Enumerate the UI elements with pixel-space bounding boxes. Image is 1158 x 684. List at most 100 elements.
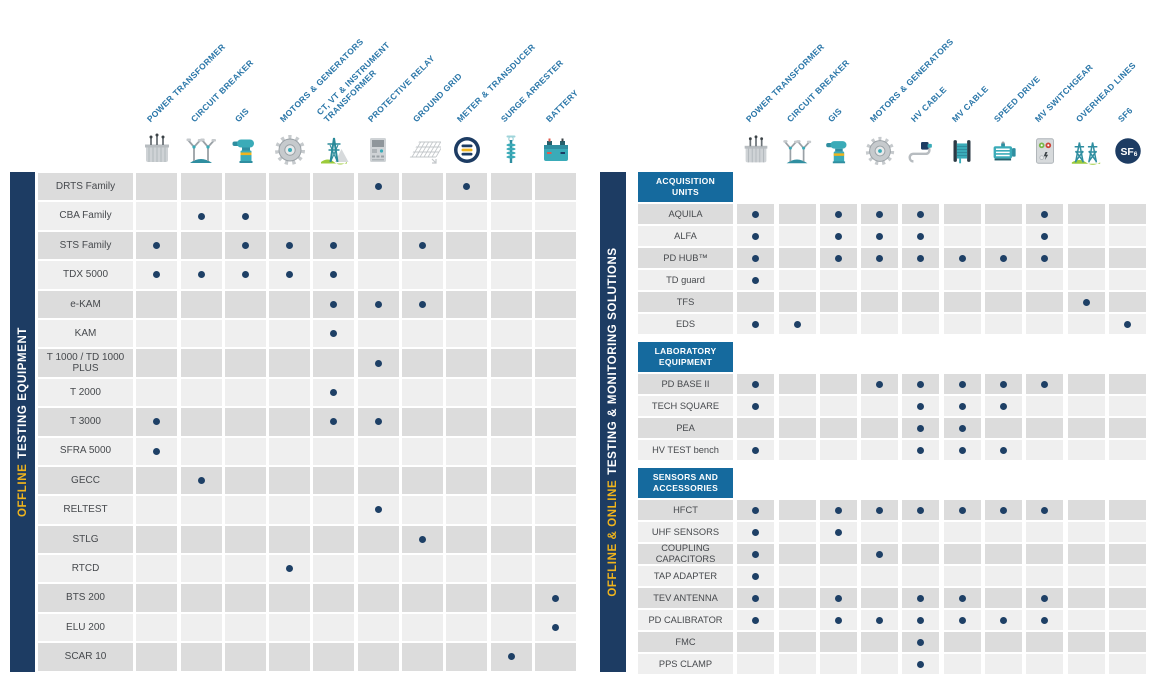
banner-highlight: OFFLINE [16, 463, 29, 517]
compatibility-dot [153, 241, 161, 249]
matrix-cell [313, 613, 355, 642]
matrix-cell [224, 408, 266, 436]
matrix-cell [819, 292, 857, 312]
matrix-cell [985, 440, 1023, 460]
matrix-cell [861, 588, 899, 608]
matrix-cell [534, 555, 576, 583]
section-0: ACQUISITION UNITS AQUILA ALFA PD HUB™ TD gua… [638, 172, 1146, 334]
matrix-cell [1108, 396, 1146, 416]
compatibility-dot [1123, 320, 1131, 328]
matrix-cell [819, 396, 857, 416]
matrix-cell [402, 555, 444, 583]
matrix-cell [737, 654, 775, 674]
matrix-cell [861, 566, 899, 586]
matrix-cell [402, 349, 444, 377]
matrix-cell [902, 522, 940, 542]
matrix-cell [1108, 522, 1146, 542]
matrix-cell [402, 613, 444, 642]
matrix-cell [861, 292, 899, 312]
matrix-cell [1026, 270, 1064, 290]
matrix-cell [446, 378, 488, 407]
matrix-cell [1026, 374, 1064, 394]
row-label: GECC [38, 466, 133, 495]
column-header-power-transformer: POWER TRANSFORMER [144, 41, 227, 124]
row-label: PD BASE II [638, 374, 733, 394]
motors-generators-icon [861, 134, 898, 168]
compatibility-dot [241, 271, 249, 279]
matrix-cell [357, 231, 399, 260]
column-headers: POWER TRANSFORMER CIRCUIT BREAKER GIS MOTOR… [38, 0, 638, 126]
compatibility-dot [551, 594, 559, 602]
matrix-cell [224, 525, 266, 554]
matrix-cell [357, 466, 399, 495]
section-grid: HFCT UHF SENSORS COUPLING CAPACITORS TAP AD… [638, 500, 1146, 674]
matrix-cell [224, 437, 266, 465]
matrix-cell [861, 314, 899, 334]
matrix-cell [313, 496, 355, 524]
matrix-cell [313, 231, 355, 260]
matrix-cell [402, 437, 444, 465]
compatibility-dot [917, 424, 925, 432]
matrix-cell [224, 496, 266, 524]
compatibility-dot [197, 271, 205, 279]
matrix-cell [1026, 226, 1064, 246]
matrix-cell [819, 374, 857, 394]
sf6-icon: SF6 [1109, 134, 1146, 168]
column-header-gis: GIS [233, 105, 252, 124]
matrix-cell [1026, 500, 1064, 520]
matrix-cell [269, 261, 311, 289]
column-headers: POWER TRANSFORMER CIRCUIT BREAKER GIS MOTOR… [638, 0, 1158, 126]
compatibility-dot [752, 528, 760, 536]
matrix-cell [402, 319, 444, 348]
matrix-cell [1108, 314, 1146, 334]
matrix-cell [446, 290, 488, 318]
matrix-cell [778, 374, 816, 394]
matrix-cell [1067, 396, 1105, 416]
matrix-cell [402, 290, 444, 318]
matrix-cell [224, 349, 266, 377]
offline-online-solutions-banner: OFFLINE & ONLINE TESTING & MONITORING SOL… [600, 172, 626, 672]
matrix-cell [737, 588, 775, 608]
matrix-cell [402, 466, 444, 495]
compatibility-dot [419, 300, 427, 308]
matrix-cell [180, 261, 222, 289]
matrix-cell [1067, 632, 1105, 652]
compatibility-dot [1041, 210, 1049, 218]
circuit-breaker-icon [181, 132, 222, 168]
compatibility-dot [876, 380, 884, 388]
row-label: TFS [638, 292, 733, 312]
matrix-cell [1026, 544, 1064, 564]
matrix-cell [902, 314, 940, 334]
compatibility-dot [1000, 402, 1008, 410]
compatibility-dot [330, 300, 338, 308]
matrix-cell [985, 610, 1023, 630]
column-header-meter-transducer: METER & TRANSDUCER [454, 41, 538, 124]
matrix-cell [778, 440, 816, 460]
banner-text: OFFLINE TESTING EQUIPMENT [17, 327, 29, 517]
matrix-cell [737, 374, 775, 394]
compatibility-dot [330, 388, 338, 396]
matrix-cell [490, 496, 532, 524]
row-label: T 1000 / TD 1000 PLUS [38, 349, 133, 377]
matrix-cell [313, 290, 355, 318]
compatibility-dot [752, 320, 760, 328]
matrix-cell [357, 496, 399, 524]
compatibility-dot [876, 550, 884, 558]
matrix-cell [861, 396, 899, 416]
column-header-sf6: SF6 [1115, 105, 1135, 124]
matrix-cell [943, 292, 981, 312]
compatibility-dot [551, 624, 559, 632]
row-label: TECH SQUARE [638, 396, 733, 416]
instrument-transformer-icon [314, 132, 355, 168]
banner-text: OFFLINE & ONLINE TESTING & MONITORING SOL… [607, 247, 619, 596]
row-label: TD guard [638, 270, 733, 290]
compatibility-dot [876, 210, 884, 218]
matrix-cell [313, 173, 355, 201]
matrix-cell [861, 522, 899, 542]
matrix-cell [1067, 314, 1105, 334]
matrix-cell [402, 173, 444, 201]
matrix-cell [778, 248, 816, 268]
matrix-cell [819, 226, 857, 246]
compatibility-dot [507, 653, 515, 661]
matrix-cell [943, 566, 981, 586]
